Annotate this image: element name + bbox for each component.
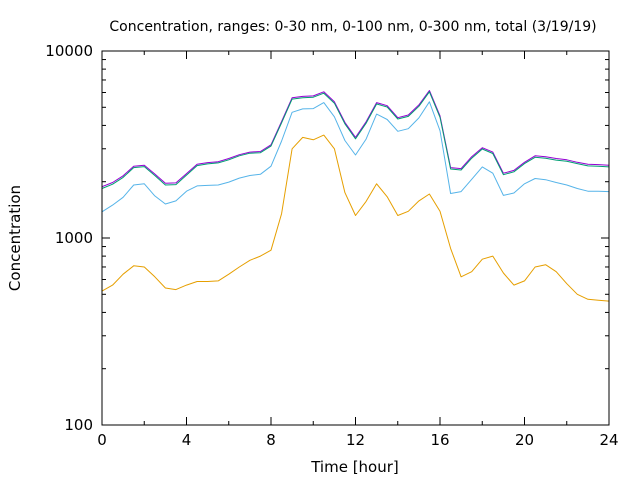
series-line-0-300-nm bbox=[101, 91, 610, 189]
series-layer bbox=[101, 90, 610, 302]
y-tick-label: 100 bbox=[64, 416, 93, 434]
x-tick-label: 0 bbox=[97, 431, 107, 449]
axis-layer: 100 1000 10000 0 4 8 12 16 20 24 bbox=[45, 42, 618, 449]
x-tick-label: 4 bbox=[182, 431, 192, 449]
y-tick-label: 10000 bbox=[45, 42, 93, 60]
plot-frame bbox=[101, 50, 610, 426]
chart-title: Concentration, ranges: 0-30 nm, 0-100 nm… bbox=[109, 19, 596, 35]
x-tick-label: 8 bbox=[266, 431, 276, 449]
y-axis-label: Concentration bbox=[6, 185, 24, 291]
x-tick-label: 12 bbox=[346, 431, 365, 449]
series-line-0-100-nm bbox=[101, 101, 610, 213]
x-axis-label: Time [hour] bbox=[310, 458, 399, 476]
series-line-0-30-nm bbox=[101, 134, 610, 302]
x-tick-label: 24 bbox=[599, 431, 618, 449]
x-tick-label: 20 bbox=[515, 431, 534, 449]
series-line-total bbox=[101, 90, 610, 188]
y-tick-label: 1000 bbox=[55, 229, 93, 247]
x-tick-label: 16 bbox=[430, 431, 449, 449]
